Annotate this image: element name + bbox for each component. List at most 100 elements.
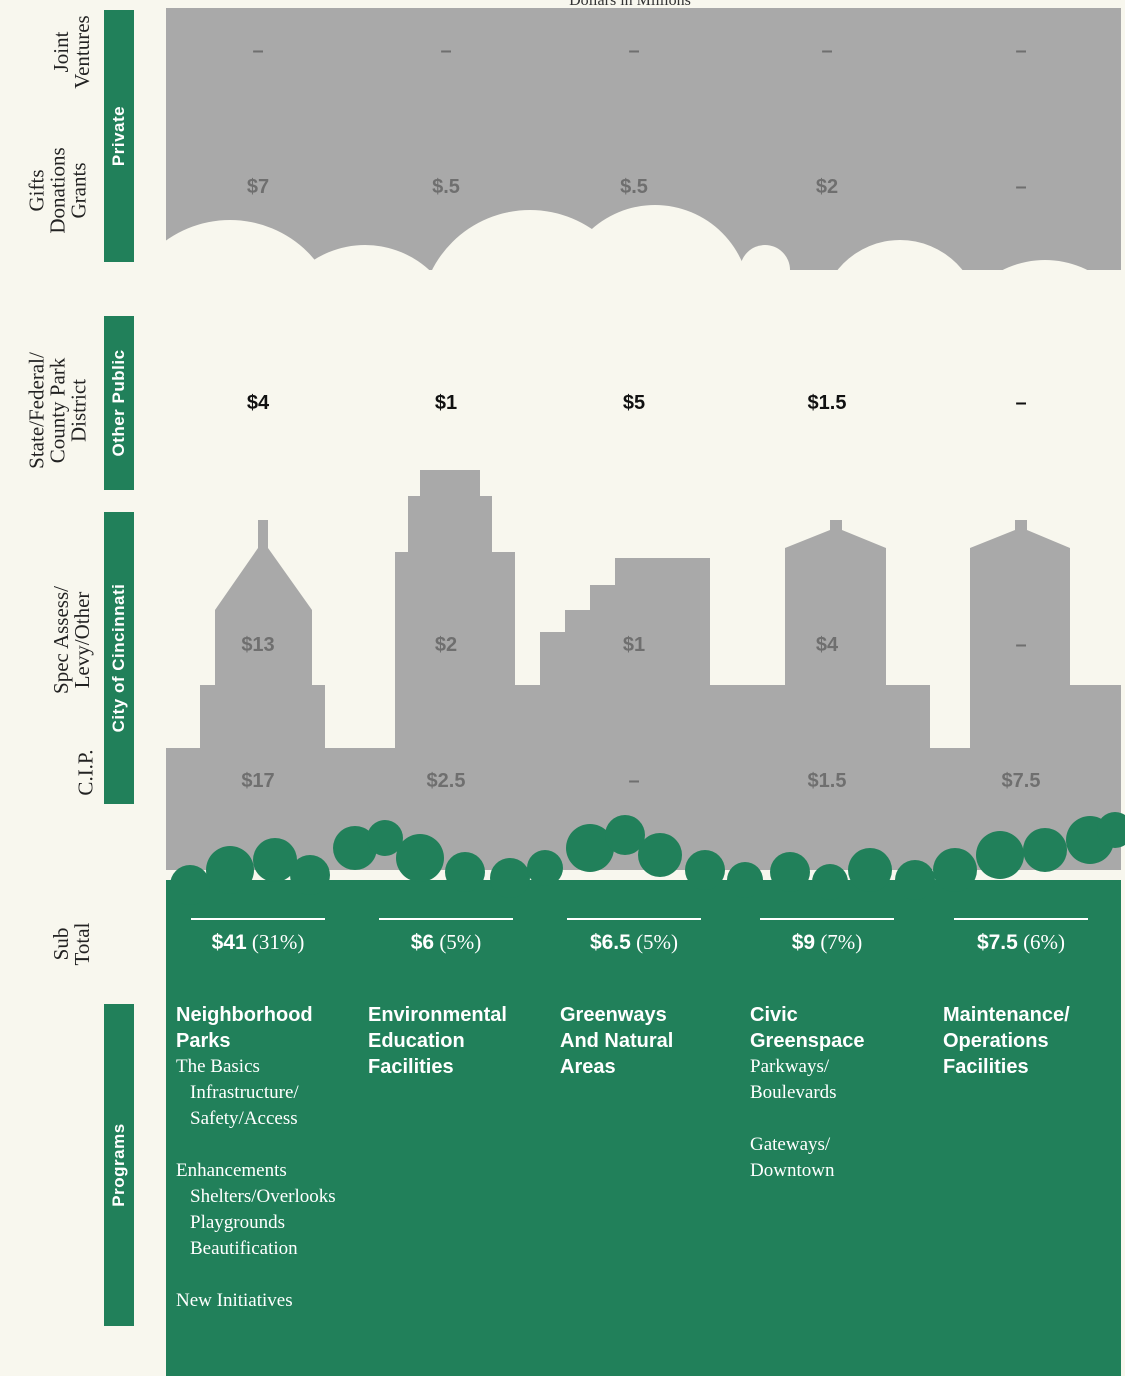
program-item: Boulevards [750,1082,837,1103]
program-column: Environmental Education Facilities [368,1002,558,1080]
subtotal-amount: $6 [410,931,435,954]
value-cell: $5 [622,392,646,414]
row-label-line: County Park [45,357,70,463]
value-cell: – [628,40,640,62]
subtotal-amount: $6.5 [589,931,631,954]
subtotal-percent: (6%) [1017,930,1066,954]
value-cell: – [1015,392,1027,414]
subtotal-amount: $7.5 [976,931,1018,954]
row-label-line: Gifts [24,169,49,211]
row-label-line: Spec Assess/ [49,586,73,694]
subtotal-percent: (31%) [246,930,305,954]
value-cell: $1 [434,392,458,414]
subtotal-amount: $9 [791,931,816,954]
program-name: Facilities [368,1056,454,1078]
program-name: Civic [750,1004,798,1026]
program-name: Environmental [368,1004,507,1026]
value-cell: $7 [246,176,270,198]
skyline [166,470,1121,870]
subtotal-rule [567,918,701,920]
row-label-line: Joint [49,31,73,73]
value-cell: $2.5 [426,770,466,792]
program-item: Parkways/ [750,1056,830,1077]
program-item: Safety/Access [190,1108,298,1129]
subtotal-rule [760,918,894,920]
program-item: Gateways/ [750,1134,831,1155]
subtotal-rule [191,918,325,920]
subtotal-cell: $6.5 (5%) [539,930,729,955]
program-item: Downtown [750,1160,835,1181]
row-label-line: Sub [49,927,73,961]
program-column: Neighborhood Parks The Basics Infrastructur… [176,1002,366,1314]
program-item: Beautification [190,1238,298,1259]
value-cell: – [1015,40,1027,62]
program-item: Playgrounds [190,1212,285,1233]
row-label-cip: C.I.P. [73,732,98,812]
value-cell: $4 [815,634,839,656]
band-label-city: City of Cincinnati [104,512,134,804]
program-item: Enhancements [176,1160,287,1181]
program-column: Maintenance/Operations Facilities [943,1002,1125,1080]
value-cell: $17 [241,770,275,792]
subtotal-cell: $9 (7%) [732,930,922,955]
subtotal-percent: (5%) [630,930,679,954]
value-cell: $2 [434,634,458,656]
unit-caption: Dollars in Millions [569,0,691,9]
program-name: And Natural [560,1030,674,1052]
subtotal-amount: $41 [211,931,247,954]
value-cell: – [821,40,833,62]
row-label-line: Levy/Other [70,591,94,689]
green-base [166,880,1121,1376]
row-label-joint-ventures: Joint Ventures [49,2,94,102]
band-label-programs: Programs [104,1004,134,1326]
cloud-edge [120,205,1125,450]
program-column: Civic Greenspace Parkways/Boulevards Gatewa… [750,1002,940,1184]
subtotal-percent: (7%) [815,930,863,954]
value-cell: – [1015,634,1027,656]
row-label-subtotal: Sub Total [49,904,94,984]
row-label-line: Donations [45,146,70,234]
row-label-line: State/Federal/ [24,351,49,469]
program-name: Greenspace [750,1030,865,1052]
value-cell: – [252,40,264,62]
value-cell: $1.5 [807,770,847,792]
program-item: Infrastructure/ [190,1082,299,1103]
row-label-state: State/Federal/County Park District [24,305,91,515]
value-cell: $1.5 [807,392,847,414]
program-column: Greenways And Natural Areas [560,1002,750,1080]
value-cell: $7.5 [1001,770,1041,792]
program-name: Maintenance/ [943,1004,1070,1026]
row-label-line: C.I.P. [73,748,98,796]
value-cell: – [440,40,452,62]
subtotal-rule [954,918,1088,920]
subtotal-rule [379,918,513,920]
value-cell: $13 [241,634,275,656]
program-name: Parks [176,1030,231,1052]
row-label-line: Ventures [70,15,94,89]
row-label-line: Total [70,922,94,966]
row-label-line: District [66,378,91,442]
value-cell: $4 [246,392,270,414]
row-label-line: Grants [66,162,91,218]
program-name: Facilities [943,1056,1029,1078]
row-label-gifts: Gifts Donations Grants [24,115,91,265]
value-cell: $.5 [620,176,648,198]
program-item: The Basics [176,1056,260,1077]
program-name: Operations [943,1030,1049,1052]
value-cell: $2 [815,176,839,198]
subtotal-cell: $41 (31%) [163,930,353,955]
program-name: Areas [560,1056,616,1078]
bushes [170,812,1125,905]
subtotal-cell: $7.5 (6%) [926,930,1116,955]
value-cell: – [1015,176,1027,198]
program-name: Neighborhood [176,1004,313,1026]
value-cell: $.5 [432,176,460,198]
program-name: Education [368,1030,465,1052]
row-label-spec: Spec Assess/Levy/Other [49,545,94,735]
program-name: Greenways [560,1004,667,1026]
band-label-private: Private [104,10,134,262]
program-item: New Initiatives [176,1290,293,1311]
band-label-other-public: Other Public [104,316,134,490]
subtotal-cell: $6 (5%) [351,930,541,955]
